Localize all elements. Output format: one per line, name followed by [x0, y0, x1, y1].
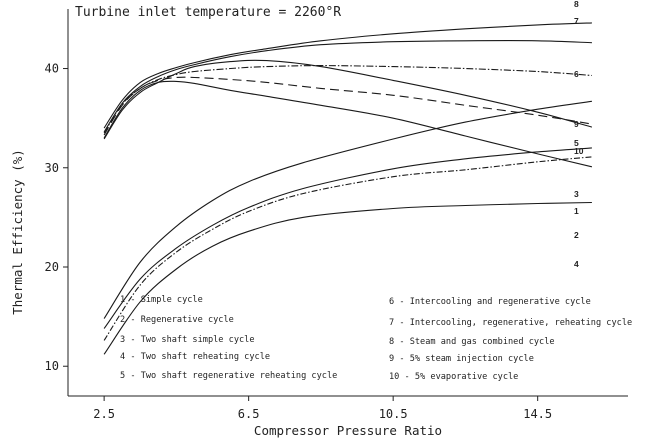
legend-entry-4: 4 - Two shaft reheating cycle: [120, 352, 270, 362]
series-line-9: [103, 100, 592, 319]
series-end-label-6: 6: [574, 69, 579, 79]
legend-entry-9: 9 - 5% steam injection cycle: [389, 354, 534, 364]
legend-entry-5: 5 - Two shaft regenerative reheating cyc…: [120, 371, 337, 381]
series-line-8: [103, 22, 592, 129]
chart-title: Turbine inlet temperature = 2260°R: [75, 5, 341, 20]
x-tick-label: 10.5: [379, 407, 408, 421]
curves: [103, 22, 593, 355]
series-line-5: [103, 76, 592, 136]
series-end-label-7: 7: [574, 16, 579, 26]
series-end-label-10: 10: [574, 146, 584, 156]
y-tick-label: 10: [45, 359, 59, 373]
series-line-2: [103, 80, 593, 168]
series-line-10: [103, 59, 593, 140]
legend-entry-3: 3 - Two shaft simple cycle: [120, 335, 255, 345]
x-tick-label: 14.5: [523, 407, 552, 421]
series-line-1: [103, 156, 592, 341]
series-end-label-3: 3: [574, 189, 579, 199]
legend-entry-6: 6 - Intercooling and regenerative cycle: [389, 297, 591, 307]
legend-entry-10: 10 - 5% evaporative cycle: [389, 372, 518, 382]
series-line-3: [103, 147, 592, 329]
legend-entry-2: 2 - Regenerative cycle: [120, 315, 234, 325]
series-end-label-1: 1: [574, 206, 579, 216]
series-end-label-4: 4: [574, 259, 579, 269]
legend-entry-7: 7 - Intercooling, regenerative, reheatin…: [389, 318, 632, 328]
series-end-label-5: 5: [574, 138, 579, 148]
end-labels: 8 7 6 9 510 3 1 2 4: [574, 0, 584, 269]
series-line-7: [103, 40, 592, 133]
series-line-6: [103, 65, 592, 134]
x-tick-label: 6.5: [238, 407, 260, 421]
x-tick-label: 2.5: [93, 407, 115, 421]
legend: 1 - Simple cycle 2 - Regenerative cycle 3 …: [120, 295, 632, 382]
legend-entry-8: 8 - Steam and gas combined cycle: [389, 337, 555, 347]
series-line-4: [103, 201, 592, 355]
series-end-label-2: 2: [574, 230, 579, 240]
legend-entry-1: 1 - Simple cycle: [120, 295, 203, 305]
ticks: 2.5 6.5 10.5 14.5 10 20 30 40: [45, 62, 553, 421]
y-tick-label: 20: [45, 260, 59, 274]
series-end-label-9: 9: [574, 119, 579, 129]
x-axis-label: Compressor Pressure Ratio: [254, 423, 442, 438]
y-tick-label: 30: [45, 161, 59, 175]
y-axis-label: Thermal Efficiency (%): [10, 149, 25, 315]
series-end-label-8: 8: [574, 0, 579, 9]
axes: [67, 9, 628, 397]
y-tick-label: 40: [45, 62, 59, 76]
